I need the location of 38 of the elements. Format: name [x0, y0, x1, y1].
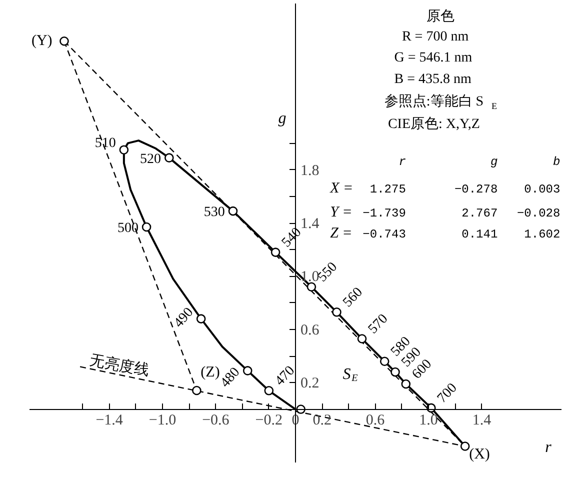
annotation: 470	[272, 363, 298, 389]
text: r g b	[398, 154, 560, 169]
annotation: (X)	[469, 446, 490, 462]
annotation: 500	[117, 221, 138, 236]
text: Z = −0.743 0.141 1.602	[330, 226, 560, 242]
x-tick-label: 0.2	[312, 412, 332, 428]
annotation: 570	[366, 312, 392, 338]
annotation: 700	[434, 380, 460, 406]
annotation: B = 435.8 nm	[394, 72, 472, 87]
y-tick-label: 0.6	[300, 322, 320, 338]
annotation: 530	[204, 205, 225, 220]
annotation: 原色	[426, 8, 454, 24]
text: X = 1.275 −0.278 0.003	[330, 180, 560, 196]
y-tick-label: 0.2	[300, 376, 320, 392]
x-tick-label: −1.4	[96, 412, 124, 428]
y-axis-title: g	[278, 110, 286, 128]
annotation: 520	[140, 152, 162, 167]
annotation: 无亮度线	[88, 352, 151, 380]
annotation: R = 700 nm	[402, 29, 469, 44]
x-tick-label: 0.6	[366, 412, 386, 428]
annotation: 560	[340, 284, 366, 310]
x-tick-label: −0.6	[202, 412, 230, 428]
x-tick-label: −1.0	[148, 412, 176, 428]
x-tick-label: 1.4	[472, 412, 492, 428]
x-tick-label: 1.0	[419, 412, 438, 428]
y-tick-label: 1.8	[300, 162, 320, 179]
annotation: 510	[94, 136, 116, 151]
annotation: G = 546.1 nm	[394, 50, 472, 66]
y-tick-label: 1.0	[300, 269, 320, 286]
annotation: 490	[171, 305, 197, 331]
x-tick-label: −0.2	[255, 412, 283, 428]
annotation: (Y)	[31, 33, 52, 50]
x-axis-title: r	[545, 438, 552, 456]
y-tick-label: 1.4	[300, 216, 320, 232]
annotation: 480	[218, 364, 244, 391]
annotation: CIE原色: X,Y,Z	[388, 116, 480, 132]
annotation: (Z)	[200, 364, 220, 381]
text: Y = −1.739 2.767 −0.028	[330, 204, 560, 220]
